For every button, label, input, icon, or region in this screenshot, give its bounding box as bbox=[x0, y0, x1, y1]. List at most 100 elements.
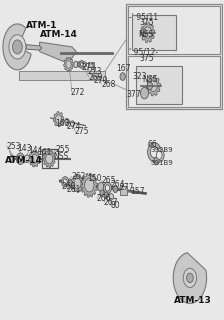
Text: 265: 265 bbox=[101, 176, 116, 185]
Text: 268: 268 bbox=[101, 80, 116, 89]
Bar bbox=[128, 6, 220, 54]
Circle shape bbox=[141, 29, 146, 36]
Text: 144: 144 bbox=[28, 146, 42, 155]
Circle shape bbox=[149, 80, 157, 92]
Text: 267: 267 bbox=[103, 197, 118, 206]
Circle shape bbox=[62, 177, 69, 187]
Text: NSS: NSS bbox=[54, 152, 69, 161]
Polygon shape bbox=[43, 150, 56, 168]
Text: -' 95/11: -' 95/11 bbox=[129, 12, 158, 21]
Polygon shape bbox=[64, 57, 73, 71]
Text: 323: 323 bbox=[132, 72, 146, 81]
Text: 275: 275 bbox=[75, 127, 89, 136]
Circle shape bbox=[9, 35, 26, 59]
Text: ATM-1: ATM-1 bbox=[26, 21, 58, 30]
Circle shape bbox=[113, 186, 118, 193]
Circle shape bbox=[105, 185, 110, 191]
Circle shape bbox=[56, 115, 62, 124]
Circle shape bbox=[154, 157, 159, 165]
Circle shape bbox=[85, 179, 94, 192]
Text: 269: 269 bbox=[88, 73, 103, 82]
Text: 255: 255 bbox=[56, 145, 70, 154]
Polygon shape bbox=[53, 112, 64, 127]
Circle shape bbox=[80, 62, 83, 66]
Circle shape bbox=[66, 60, 71, 68]
Bar bbox=[132, 15, 176, 50]
Circle shape bbox=[140, 87, 149, 99]
Text: 163: 163 bbox=[55, 118, 70, 128]
Circle shape bbox=[103, 182, 112, 194]
Circle shape bbox=[104, 192, 108, 198]
Text: ATM-13: ATM-13 bbox=[174, 296, 212, 305]
Circle shape bbox=[144, 27, 152, 38]
Bar bbox=[121, 186, 127, 195]
Bar bbox=[88, 62, 94, 67]
Text: 266: 266 bbox=[97, 194, 111, 203]
Circle shape bbox=[183, 268, 197, 287]
Circle shape bbox=[109, 194, 114, 200]
Circle shape bbox=[187, 273, 193, 283]
Text: 273: 273 bbox=[88, 67, 102, 76]
Text: 270: 270 bbox=[94, 76, 108, 85]
Circle shape bbox=[63, 179, 67, 185]
Circle shape bbox=[74, 61, 78, 68]
Text: 260: 260 bbox=[61, 182, 76, 191]
Text: 261: 261 bbox=[67, 186, 81, 195]
Polygon shape bbox=[3, 24, 31, 70]
Text: 392B9: 392B9 bbox=[150, 147, 173, 153]
Text: 80: 80 bbox=[110, 201, 120, 210]
Circle shape bbox=[74, 179, 81, 188]
Text: 157: 157 bbox=[130, 187, 145, 196]
Polygon shape bbox=[81, 173, 98, 197]
Text: 150: 150 bbox=[87, 174, 101, 183]
Text: ATM-14: ATM-14 bbox=[5, 156, 43, 165]
Text: NSS: NSS bbox=[138, 30, 153, 39]
Circle shape bbox=[79, 60, 84, 68]
Circle shape bbox=[24, 155, 30, 163]
Bar bbox=[42, 148, 58, 168]
Text: 271: 271 bbox=[82, 63, 96, 72]
Text: 143: 143 bbox=[17, 144, 32, 153]
Text: 274: 274 bbox=[66, 122, 81, 132]
Circle shape bbox=[31, 154, 38, 163]
Circle shape bbox=[147, 82, 153, 90]
Circle shape bbox=[65, 119, 69, 125]
Circle shape bbox=[83, 62, 87, 67]
Polygon shape bbox=[146, 76, 161, 96]
Circle shape bbox=[69, 180, 73, 186]
Circle shape bbox=[100, 190, 104, 196]
Text: 375: 375 bbox=[139, 18, 154, 27]
Circle shape bbox=[18, 156, 22, 162]
Text: ' 95/12-: ' 95/12- bbox=[129, 48, 158, 57]
Text: 66: 66 bbox=[148, 140, 157, 149]
Text: 272: 272 bbox=[71, 88, 85, 97]
Text: ATM-14: ATM-14 bbox=[40, 30, 78, 39]
Polygon shape bbox=[140, 22, 155, 43]
Circle shape bbox=[10, 155, 15, 162]
Text: NSS: NSS bbox=[143, 75, 158, 84]
Text: 264: 264 bbox=[111, 180, 125, 189]
Bar bbox=[126, 4, 222, 109]
Circle shape bbox=[150, 146, 158, 158]
Circle shape bbox=[154, 148, 164, 162]
Text: 377: 377 bbox=[126, 90, 141, 99]
Polygon shape bbox=[40, 42, 76, 61]
Text: 375: 375 bbox=[139, 53, 154, 62]
Text: 262: 262 bbox=[71, 172, 86, 181]
Bar bbox=[128, 56, 220, 108]
Polygon shape bbox=[173, 253, 207, 303]
Circle shape bbox=[46, 154, 53, 164]
Bar bbox=[136, 66, 182, 104]
Text: 391B9: 391B9 bbox=[150, 160, 173, 165]
Text: 253: 253 bbox=[7, 142, 22, 151]
Circle shape bbox=[77, 62, 81, 67]
Text: 277: 277 bbox=[120, 183, 134, 192]
Circle shape bbox=[148, 142, 161, 162]
Polygon shape bbox=[29, 150, 40, 167]
Polygon shape bbox=[19, 71, 105, 80]
Circle shape bbox=[98, 182, 104, 191]
Circle shape bbox=[70, 121, 74, 126]
Circle shape bbox=[156, 151, 162, 159]
Circle shape bbox=[120, 73, 125, 80]
Circle shape bbox=[16, 153, 24, 164]
